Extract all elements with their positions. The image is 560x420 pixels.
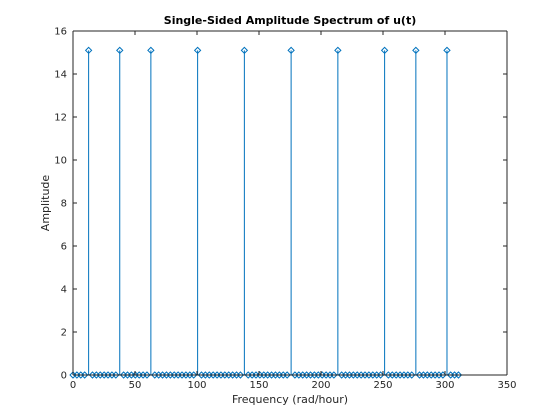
x-tick-label: 100 [187,380,206,391]
x-tick-label: 250 [373,380,392,391]
x-tick-label: 150 [249,380,268,391]
x-tick-label: 300 [435,380,454,391]
stem-series [69,46,463,379]
peak-marker [240,46,249,55]
peak-marker [147,46,155,55]
peak-marker [334,46,342,55]
y-axis-label: Amplitude [39,175,52,232]
y-tick-label: 12 [54,113,67,124]
peak-marker [84,46,93,55]
baseline-marker [408,371,416,379]
y-tick-label: 4 [61,285,67,296]
baseline-marker [283,371,291,379]
y-tick-label: 0 [61,371,67,382]
baseline-marker [454,371,463,379]
y-tick-label: 10 [54,156,67,167]
x-ticks: 0 50 100 150 200 250 300 350 [70,31,517,391]
x-tick-label: 50 [129,380,142,391]
baseline-marker [80,371,89,379]
peak-marker [193,46,202,55]
x-tick-label: 0 [70,380,76,391]
y-ticks: 0 2 4 6 8 10 12 14 16 [54,27,507,382]
chart-title: Single-Sided Amplitude Spectrum of u(t) [164,14,416,27]
y-tick-label: 16 [54,27,67,38]
peak-marker [412,46,420,55]
x-axis-label: Frequency (rad/hour) [232,393,348,406]
baseline-marker [236,371,245,379]
y-tick-label: 2 [61,328,67,339]
peak-marker [443,46,451,55]
y-tick-label: 6 [61,242,67,253]
peak-marker [287,46,295,55]
baseline-marker [112,371,120,379]
x-tick-label: 350 [497,380,516,391]
x-tick-label: 200 [311,380,330,391]
y-tick-label: 8 [61,199,67,210]
peak-marker [380,46,389,55]
baseline-marker [189,371,198,379]
baseline-marker [330,371,338,379]
baseline-marker [143,371,151,379]
peak-marker [116,46,124,55]
y-tick-label: 14 [54,70,67,81]
plot-area [73,31,507,375]
